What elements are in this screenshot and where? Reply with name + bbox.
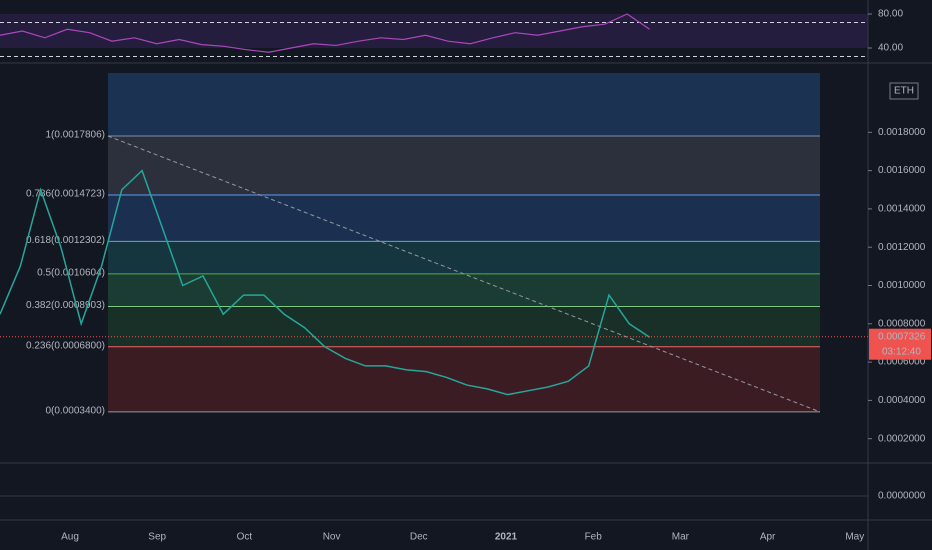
time-label: Nov	[323, 532, 341, 543]
price-tick-label: 0.0004000	[878, 395, 926, 406]
last-price-box	[869, 328, 931, 360]
time-label: Oct	[237, 532, 253, 543]
fib-label: 0.786(0.0014723)	[26, 189, 105, 200]
time-label: 2021	[495, 532, 518, 543]
time-label: May	[845, 532, 864, 543]
fib-label: 0.236(0.0006800)	[26, 340, 105, 351]
fib-zone	[108, 306, 820, 347]
time-label: Mar	[672, 532, 690, 543]
fib-label: 0(0.0003400)	[46, 406, 106, 417]
countdown: 03:12:40	[882, 346, 921, 357]
price-tick-label: 0.0008000	[878, 318, 926, 329]
symbol-tag-text: ETH	[894, 86, 914, 97]
fib-zone	[108, 273, 820, 307]
fib-label: 0.5(0.0010604)	[37, 268, 105, 279]
fib-zone	[108, 195, 820, 242]
fib-zone	[108, 136, 820, 196]
macd-zero-label: 0.0000000	[878, 491, 926, 502]
price-tick-label: 0.0012000	[878, 242, 926, 253]
price-tick-label: 0.0016000	[878, 165, 926, 176]
price-tick-label: 0.0006000	[878, 357, 926, 368]
trend-line	[107, 135, 821, 413]
time-label: Sep	[148, 532, 166, 543]
symbol-tag[interactable]	[889, 82, 919, 100]
fib-zone	[108, 73, 820, 137]
rsi-line	[0, 13, 650, 53]
price-tick-label: 0.0018000	[878, 127, 926, 138]
time-label: Apr	[760, 532, 776, 543]
rsi-tick-label: 40.00	[878, 43, 903, 54]
fib-label: 1(0.0017806)	[46, 130, 106, 141]
fib-label: 0.382(0.0008903)	[26, 300, 105, 311]
fib-zone	[108, 346, 820, 412]
time-label: Dec	[410, 532, 428, 543]
last-price-label: 0.0007326	[878, 331, 926, 342]
rsi-tick-label: 80.00	[878, 9, 903, 20]
fib-label: 0.618(0.0012302)	[26, 235, 105, 246]
price-line	[0, 169, 651, 396]
price-tick-label: 0.0014000	[878, 204, 926, 215]
time-label: Feb	[585, 532, 603, 543]
fib-zone	[108, 241, 820, 274]
price-tick-label: 0.0002000	[878, 433, 926, 444]
price-tick-label: 0.0010000	[878, 280, 926, 291]
time-label: Aug	[61, 532, 79, 543]
rsi-band	[0, 14, 868, 48]
